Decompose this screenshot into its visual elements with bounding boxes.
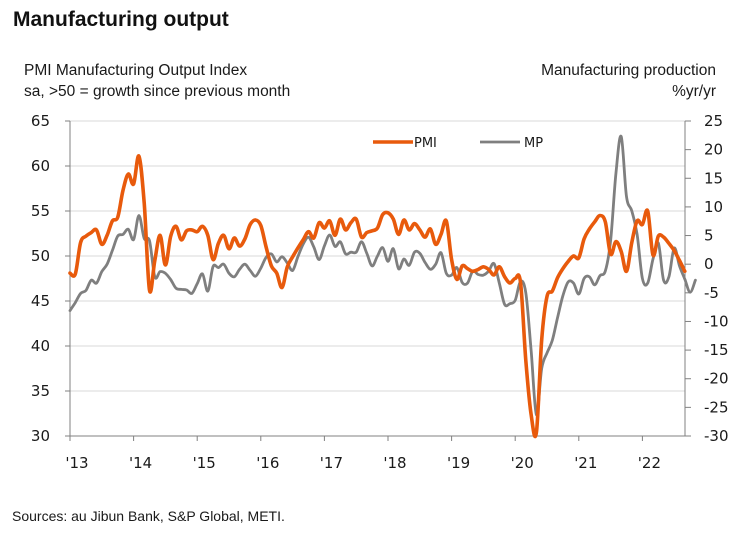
right-tick-label: -30 [704, 427, 729, 445]
legend: PMI MP [373, 136, 543, 151]
right-tick-label: -25 [704, 398, 729, 416]
left-tick-label: 40 [31, 337, 50, 355]
x-tick-label: '20 [511, 454, 534, 472]
right-tick-label: 15 [704, 169, 723, 187]
x-tick-label: '22 [638, 454, 661, 472]
left-tick-label: 35 [31, 382, 50, 400]
x-tick-label: '21 [574, 454, 597, 472]
series-lines [68, 134, 697, 439]
legend-label-pmi: PMI [414, 136, 437, 151]
x-tick-label: '15 [193, 454, 216, 472]
right-tick-label: 20 [704, 141, 723, 159]
right-axis-label-line1: Manufacturing production [541, 62, 716, 79]
x-tick-label: '16 [256, 454, 279, 472]
left-tick-label: 45 [31, 292, 50, 310]
left-tick-label: 50 [31, 247, 50, 265]
left-tick-label: 55 [31, 202, 50, 220]
chart-title: Manufacturing output [13, 8, 229, 31]
x-tick-label: '13 [65, 454, 88, 472]
right-axis-label-line2: %yr/yr [672, 83, 716, 100]
left-axis-label-line1: PMI Manufacturing Output Index [24, 62, 248, 79]
left-tick-label: 65 [31, 112, 50, 130]
legend-label-mp: MP [524, 136, 543, 151]
left-tick-label: 60 [31, 157, 50, 175]
x-tick-label: '17 [320, 454, 343, 472]
right-tick-label: -15 [704, 341, 729, 359]
series-line-pmi [68, 154, 687, 439]
x-tick-label: '19 [447, 454, 470, 472]
source-note: Sources: au Jibun Bank, S&P Global, METI… [12, 508, 285, 524]
right-tick-label: -5 [704, 284, 719, 302]
left-axis-label-line2: sa, >50 = growth since previous month [24, 83, 291, 100]
right-tick-label: -10 [704, 312, 729, 330]
right-tick-label: 5 [704, 227, 714, 245]
tick-labels: 65605550454035302520151050-5-10-15-20-25… [31, 112, 729, 472]
right-axis-label: Manufacturing production %yr/yr [541, 60, 716, 102]
right-tick-label: 25 [704, 112, 723, 130]
right-tick-label: 10 [704, 198, 723, 216]
left-tick-label: 30 [31, 427, 50, 445]
right-tick-label: -20 [704, 370, 729, 388]
series-line-mp [68, 134, 697, 417]
left-axis-label: PMI Manufacturing Output Index sa, >50 =… [24, 60, 290, 102]
gridlines [70, 120, 685, 392]
x-tick-label: '14 [129, 454, 152, 472]
axes [65, 120, 691, 441]
x-tick-label: '18 [383, 454, 406, 472]
right-tick-label: 0 [704, 255, 714, 273]
